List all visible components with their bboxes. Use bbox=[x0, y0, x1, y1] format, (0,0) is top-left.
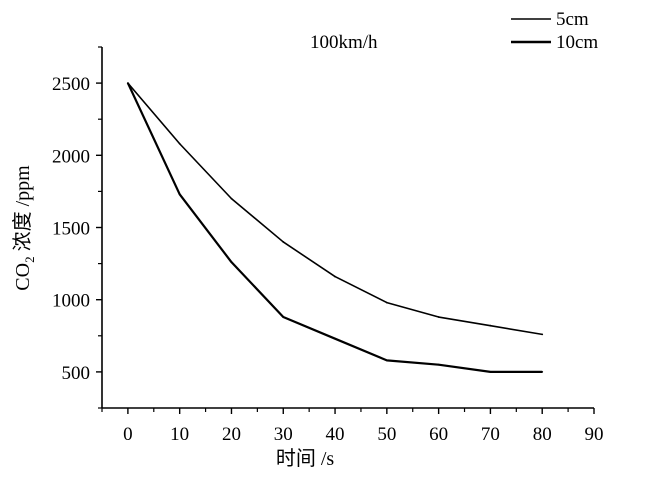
data-point-5cm bbox=[541, 333, 544, 336]
data-point-10cm bbox=[334, 337, 336, 340]
data-point-5cm bbox=[489, 324, 492, 327]
series-line-10cm bbox=[126, 82, 543, 373]
y-tick-label: 1000 bbox=[52, 291, 90, 312]
y-tick-label: 500 bbox=[62, 363, 91, 384]
speed-annotation: 100km/h bbox=[310, 32, 378, 53]
x-tick-label: 20 bbox=[222, 424, 241, 445]
x-tick-label: 10 bbox=[170, 424, 189, 445]
y-axis-title-prefix: CO bbox=[12, 263, 34, 291]
x-tick-label: 70 bbox=[481, 424, 500, 445]
data-point-5cm bbox=[385, 301, 388, 304]
axes bbox=[101, 47, 594, 409]
data-point-10cm bbox=[385, 359, 388, 362]
y-axis-title-subscript: 2 bbox=[22, 256, 37, 263]
data-point-10cm bbox=[178, 193, 181, 196]
legend-label-10cm: 10cm bbox=[556, 32, 598, 53]
data-point-10cm bbox=[489, 371, 492, 373]
x-axis-title: 时间 /s bbox=[276, 447, 335, 470]
x-tick-label: 60 bbox=[429, 424, 448, 445]
legend-label-5cm: 5cm bbox=[556, 9, 589, 30]
data-point-10cm bbox=[126, 82, 129, 84]
data-point-5cm bbox=[282, 241, 285, 243]
y-axis-title: CO2 浓度 /ppm bbox=[11, 165, 37, 291]
x-tick-label: 80 bbox=[533, 424, 552, 445]
data-point-10cm bbox=[437, 363, 440, 366]
data-point-10cm bbox=[230, 261, 233, 264]
series-lines bbox=[126, 82, 544, 373]
y-axis-title-suffix: 浓度 /ppm bbox=[11, 165, 34, 257]
data-point-5cm bbox=[178, 142, 181, 145]
y-ticks: 500 1000 1500 2000 2500 bbox=[52, 46, 102, 409]
y-tick-label: 2500 bbox=[52, 74, 90, 95]
y-tick-label: 1500 bbox=[52, 219, 90, 240]
data-point-5cm bbox=[230, 197, 233, 200]
data-point-5cm bbox=[334, 275, 336, 278]
x-tick-label: 0 bbox=[123, 424, 133, 445]
data-point-10cm bbox=[541, 371, 544, 373]
x-tick-label: 40 bbox=[326, 424, 345, 445]
x-tick-label: 90 bbox=[585, 424, 604, 445]
x-tick-label: 30 bbox=[274, 424, 293, 445]
x-tick-label: 50 bbox=[377, 424, 396, 445]
data-point-5cm bbox=[437, 316, 440, 318]
x-ticks: 0 10 20 30 40 50 60 70 80 90 bbox=[101, 408, 604, 445]
y-tick-label: 2000 bbox=[52, 146, 90, 167]
data-point-10cm bbox=[282, 316, 285, 318]
